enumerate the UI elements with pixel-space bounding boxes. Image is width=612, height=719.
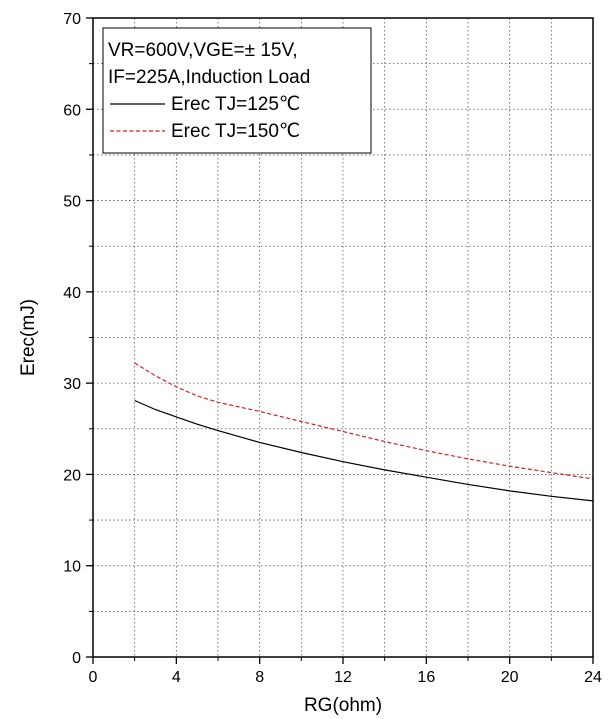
- y-axis-label: Erec(mJ): [18, 299, 39, 376]
- x-tick-label: 8: [255, 669, 264, 686]
- legend-annotation-line-2: IF=225A,Induction Load: [108, 67, 310, 88]
- y-tick-label: 30: [63, 376, 81, 393]
- legend-annotation-line-1: VR=600V,VGE=± 15V,: [108, 40, 298, 61]
- y-tick-label: 10: [63, 559, 81, 576]
- series-line-150c: [134, 362, 594, 480]
- legend-box: [102, 27, 372, 154]
- x-axis-label: RG(ohm): [304, 695, 382, 716]
- ticks: 0 4 8 12 16 20 24 0 10 20 30 40 50 60 70: [63, 11, 602, 686]
- legend-entry-150c: Erec TJ=150℃: [171, 121, 300, 142]
- x-tick-label: 4: [172, 669, 181, 686]
- grid: [93, 18, 593, 657]
- series-layer: [134, 362, 594, 502]
- series-line-125c: [134, 399, 594, 502]
- y-tick-label: 40: [63, 285, 81, 302]
- y-tick-label: 60: [63, 102, 81, 119]
- legend-entry-125c: Erec TJ=125℃: [171, 94, 300, 115]
- y-tick-label: 0: [72, 650, 81, 667]
- x-tick-label: 24: [584, 669, 602, 686]
- x-tick-label: 12: [334, 669, 352, 686]
- y-tick-label: 50: [63, 194, 81, 211]
- y-tick-label: 70: [63, 11, 81, 28]
- x-tick-label: 20: [501, 669, 519, 686]
- x-tick-label: 16: [417, 669, 435, 686]
- legend: VR=600V,VGE=± 15V, IF=225A,Induction Loa…: [102, 27, 372, 154]
- y-tick-label: 20: [63, 467, 81, 484]
- x-tick-label: 0: [89, 669, 98, 686]
